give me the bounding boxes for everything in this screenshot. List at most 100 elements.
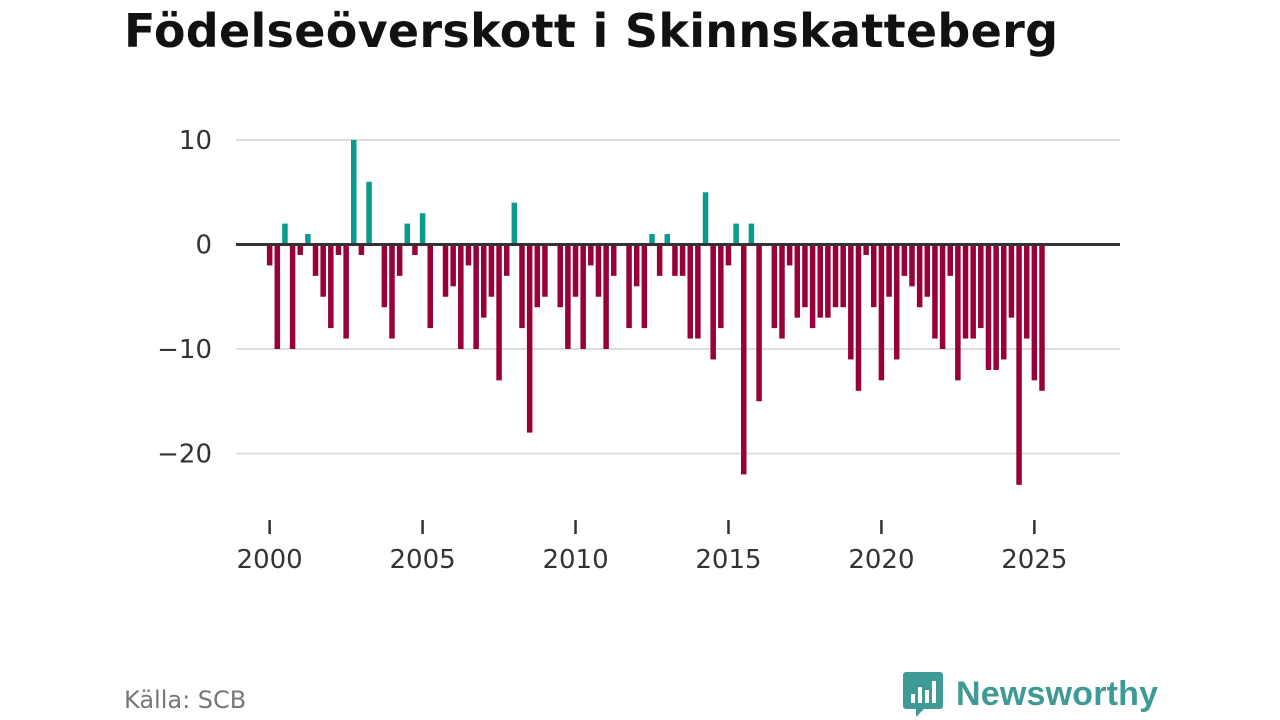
bar [741, 244, 747, 475]
bar [274, 244, 281, 349]
bar [366, 181, 372, 245]
bar [1016, 244, 1022, 485]
newsworthy-logo-icon [903, 672, 943, 717]
bar [572, 244, 579, 297]
bar [641, 244, 648, 329]
bar [679, 244, 686, 276]
bar [442, 244, 449, 297]
bar [809, 244, 816, 329]
bar [962, 244, 969, 339]
bar [1031, 244, 1038, 381]
bar [519, 244, 525, 329]
bar [771, 244, 778, 329]
bar [893, 244, 900, 360]
bar [297, 244, 303, 255]
bar [611, 244, 617, 276]
bar [526, 244, 533, 433]
axes: 10 0 −10 −20 2000 2005 2010 2015 2020 2025 [157, 126, 1067, 575]
bar [266, 244, 273, 266]
bar [588, 244, 594, 266]
bar [955, 244, 961, 381]
bar [924, 244, 931, 297]
bar [419, 213, 426, 245]
bar [855, 244, 862, 391]
bar [664, 234, 671, 245]
bar [733, 223, 739, 245]
bar [542, 244, 548, 297]
bar [1023, 244, 1030, 339]
bar [779, 244, 785, 339]
bar [534, 244, 541, 308]
bar [848, 244, 854, 360]
bar [985, 244, 992, 370]
bar [511, 202, 518, 245]
bar [886, 244, 892, 297]
bar [481, 244, 487, 318]
bars [266, 140, 1045, 485]
bar [427, 244, 433, 329]
gridlines [236, 139, 1120, 455]
bar [335, 244, 342, 255]
bar [756, 244, 762, 402]
bar [656, 244, 663, 276]
bar [450, 244, 456, 287]
bar [802, 244, 808, 308]
x-tick-label: 2020 [848, 545, 914, 575]
source-label: Källa: SCB [124, 686, 247, 714]
bar [328, 244, 334, 329]
bar [725, 244, 732, 266]
brand-logo[interactable]: Newsworthy [902, 670, 1158, 718]
bar [672, 244, 678, 276]
y-tick-label: 0 [195, 231, 212, 261]
bar [993, 244, 999, 370]
bar [595, 244, 602, 297]
x-tick-label: 2025 [1001, 545, 1067, 575]
bar [289, 244, 296, 349]
bar [1001, 244, 1007, 360]
bar [970, 244, 976, 339]
x-tick-label: 2010 [542, 545, 608, 575]
bar [710, 244, 716, 360]
bar [863, 244, 869, 255]
y-tick-label: −10 [157, 335, 212, 365]
bar [871, 244, 877, 308]
brand-name: Newsworthy [956, 674, 1159, 713]
bar [396, 244, 403, 276]
bar [412, 244, 418, 255]
bar [695, 244, 701, 339]
bar [878, 244, 885, 381]
bar [580, 244, 586, 349]
bar [718, 244, 724, 329]
bar [389, 244, 395, 339]
bar [832, 244, 839, 308]
bar [817, 244, 823, 318]
bar [702, 192, 709, 245]
chart-title: Födelseöverskott i Skinnskatteberg [124, 4, 1059, 58]
bar [465, 244, 472, 266]
bar [786, 244, 793, 266]
bar [305, 234, 311, 245]
bar [978, 244, 984, 329]
x-tick-label: 2015 [695, 545, 761, 575]
bar [557, 244, 563, 308]
bar [473, 244, 479, 349]
bar [351, 140, 357, 245]
bar [282, 223, 288, 245]
y-tick-label: 10 [179, 126, 212, 156]
x-tick-label: 2000 [237, 545, 303, 575]
bar [932, 244, 938, 339]
bar [939, 244, 946, 349]
bar [404, 223, 411, 245]
bar [794, 244, 801, 318]
bar [458, 244, 464, 349]
bar [488, 244, 495, 297]
bar [748, 223, 755, 245]
bar [343, 244, 349, 339]
bar [916, 244, 923, 308]
bar [312, 244, 319, 276]
bar [825, 244, 831, 318]
bar [840, 244, 846, 308]
bar [1039, 244, 1045, 391]
bar [603, 244, 609, 349]
